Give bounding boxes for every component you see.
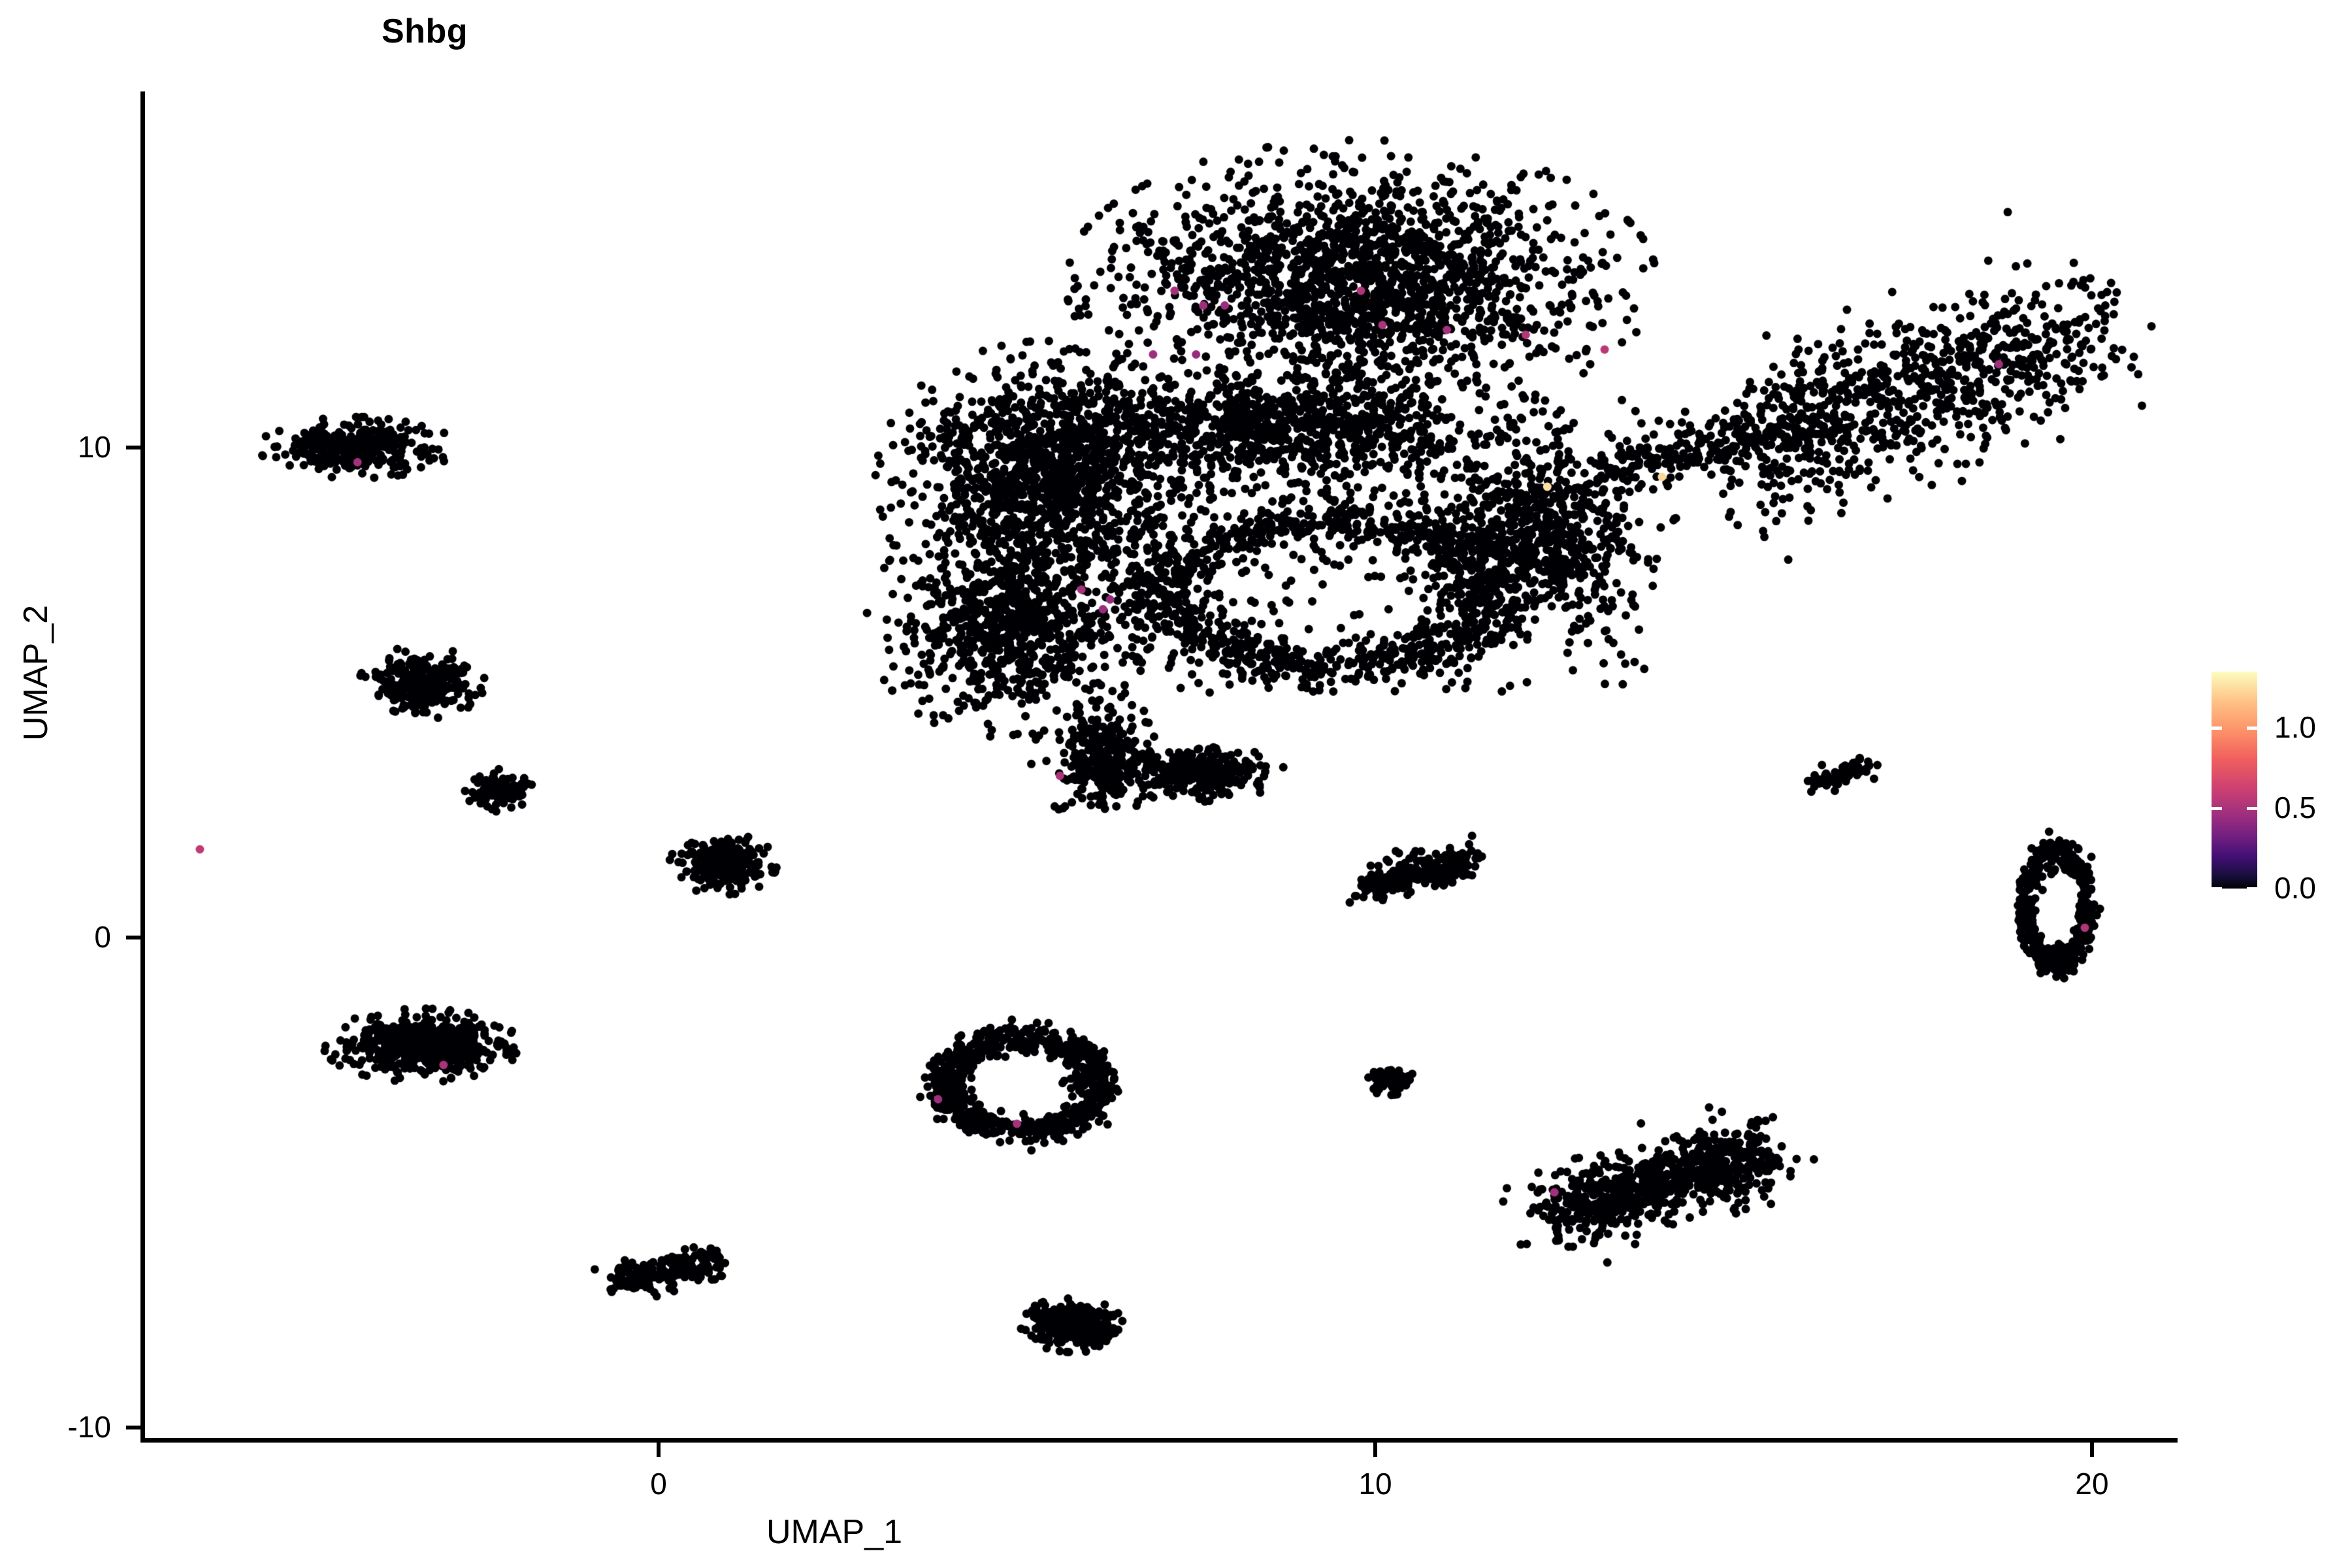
legend-colorbar: 0.0 0.5 1.0: [2212, 672, 2316, 903]
y-tick-mark: [126, 446, 140, 449]
y-tick-label: -10: [67, 1410, 111, 1444]
colorbar-tick-mark: [2247, 807, 2257, 811]
y-axis-line: [140, 91, 145, 1443]
colorbar-tick-mark: [2212, 807, 2222, 811]
colorbar-tick-mark: [2247, 727, 2257, 730]
colorbar-tick-mark: [2212, 887, 2222, 890]
x-tick-label: 20: [2075, 1467, 2109, 1501]
colorbar-tick-label: 0.0: [2274, 871, 2316, 905]
y-tick-label: 0: [94, 920, 111, 954]
x-axis-line: [140, 1438, 2178, 1443]
scatter-points-layer: [144, 91, 2178, 1441]
colorbar-gradient: [2212, 672, 2257, 889]
x-tick-label: 10: [1358, 1467, 1392, 1501]
x-tick-mark: [2090, 1443, 2094, 1457]
y-tick-label: 10: [77, 430, 111, 464]
plot-panel: [144, 91, 2178, 1441]
colorbar-tick-label: 1.0: [2274, 710, 2316, 745]
x-axis-title: UMAP_1: [766, 1513, 903, 1551]
page-title: Shbg: [382, 12, 468, 50]
x-tick-label: 0: [650, 1467, 667, 1501]
y-tick-mark: [126, 936, 140, 939]
colorbar-tick-mark: [2212, 727, 2222, 730]
colorbar-tick-mark: [2247, 887, 2257, 890]
colorbar-tick-label: 0.5: [2274, 791, 2316, 825]
x-tick-mark: [657, 1443, 661, 1457]
x-tick-mark: [1373, 1443, 1377, 1457]
y-tick-mark: [126, 1426, 140, 1429]
y-axis-title: UMAP_2: [17, 604, 55, 742]
